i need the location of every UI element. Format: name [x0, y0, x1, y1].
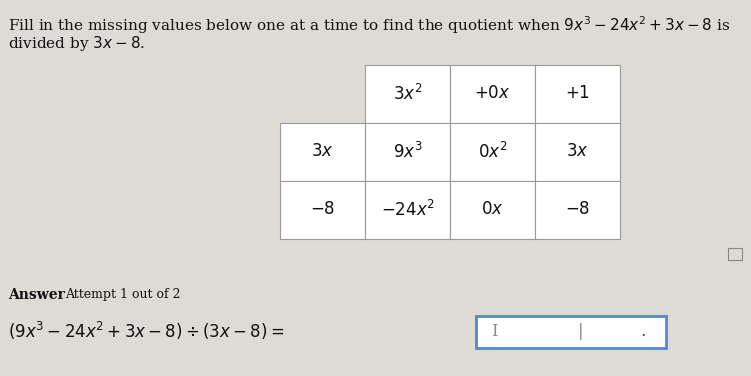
Text: .: . [641, 323, 646, 341]
Text: $9x^3$: $9x^3$ [393, 142, 422, 162]
Bar [535, 65, 620, 123]
Bar [365, 181, 450, 239]
Text: |: | [578, 323, 584, 341]
Text: I: I [490, 323, 497, 341]
Text: $+1$: $+1$ [565, 85, 590, 103]
Bar [280, 181, 365, 239]
Bar [365, 123, 450, 181]
Text: Fill in the missing values below one at a time to find the quotient when $9x^3 -: Fill in the missing values below one at … [8, 14, 730, 36]
Text: $-8$: $-8$ [310, 202, 335, 218]
Text: $-8$: $-8$ [565, 202, 590, 218]
Bar [535, 181, 620, 239]
Text: $(9x^3 - 24x^2 + 3x - 8) \div (3x - 8) =$: $(9x^3 - 24x^2 + 3x - 8) \div (3x - 8) =… [8, 320, 284, 342]
Bar [535, 123, 620, 181]
Text: $0x$: $0x$ [481, 202, 504, 218]
Bar [450, 123, 535, 181]
Text: Answer: Answer [8, 288, 65, 302]
Text: $3x^2$: $3x^2$ [393, 84, 422, 104]
Bar [728, 248, 742, 260]
Text: Attempt 1 out of 2: Attempt 1 out of 2 [65, 288, 180, 301]
Text: $0x^2$: $0x^2$ [478, 142, 507, 162]
Bar [365, 65, 450, 123]
Bar [450, 65, 535, 123]
Text: divided by $3x - 8$.: divided by $3x - 8$. [8, 34, 145, 53]
Text: $3x$: $3x$ [566, 144, 589, 161]
Text: $3x$: $3x$ [311, 144, 333, 161]
Bar [450, 181, 535, 239]
Bar [280, 123, 365, 181]
Text: $+0x$: $+0x$ [474, 85, 511, 103]
Text: $-24x^2$: $-24x^2$ [381, 200, 435, 220]
Bar [476, 316, 666, 348]
